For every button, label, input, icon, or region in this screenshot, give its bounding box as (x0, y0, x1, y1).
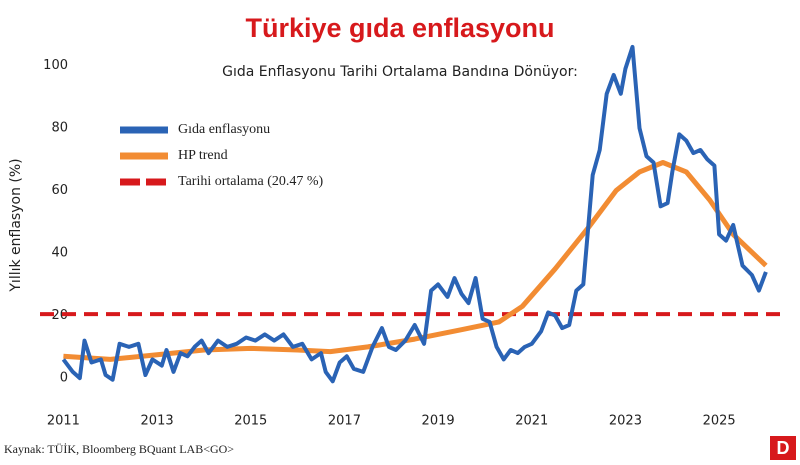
logo-box (770, 436, 796, 460)
y-tick-label: 100 (43, 58, 68, 73)
x-tick-label: 2023 (609, 414, 642, 429)
source: Kaynak: TÜİK, Bloomberg BQuant LAB<GO> (4, 442, 234, 456)
y-tick-label: 40 (51, 246, 68, 261)
y-tick-label: 0 (60, 371, 68, 386)
chart-subtitle: Gıda Enflasyonu Tarihi Ortalama Bandına … (222, 64, 578, 80)
y-tick-label: 20 (51, 308, 68, 323)
x-tick-label: 2021 (515, 414, 548, 429)
y-tick-label: 60 (51, 183, 68, 198)
legend-label: Gıda enflasyonu (178, 122, 270, 137)
series-line (61, 44, 768, 384)
chart-title: Türkiye gıda enflasyonu (245, 13, 554, 43)
x-tick-label: 2013 (141, 414, 174, 429)
legend-label: Tarihi ortalama (20.47 %) (178, 174, 324, 189)
x-tick-label: 2025 (703, 414, 736, 429)
x-tick-label: 2019 (422, 414, 455, 429)
x-tick-label: 2015 (234, 414, 267, 429)
x-tick-label: 2011 (47, 414, 80, 429)
y-axis-label: Yıllık enflasyon (%) (8, 158, 24, 292)
legend-label: HP trend (178, 148, 228, 163)
y-tick-label: 80 (51, 121, 68, 136)
logo: D (777, 438, 790, 458)
series-line (63, 160, 768, 362)
x-tick-label: 2017 (328, 414, 361, 429)
